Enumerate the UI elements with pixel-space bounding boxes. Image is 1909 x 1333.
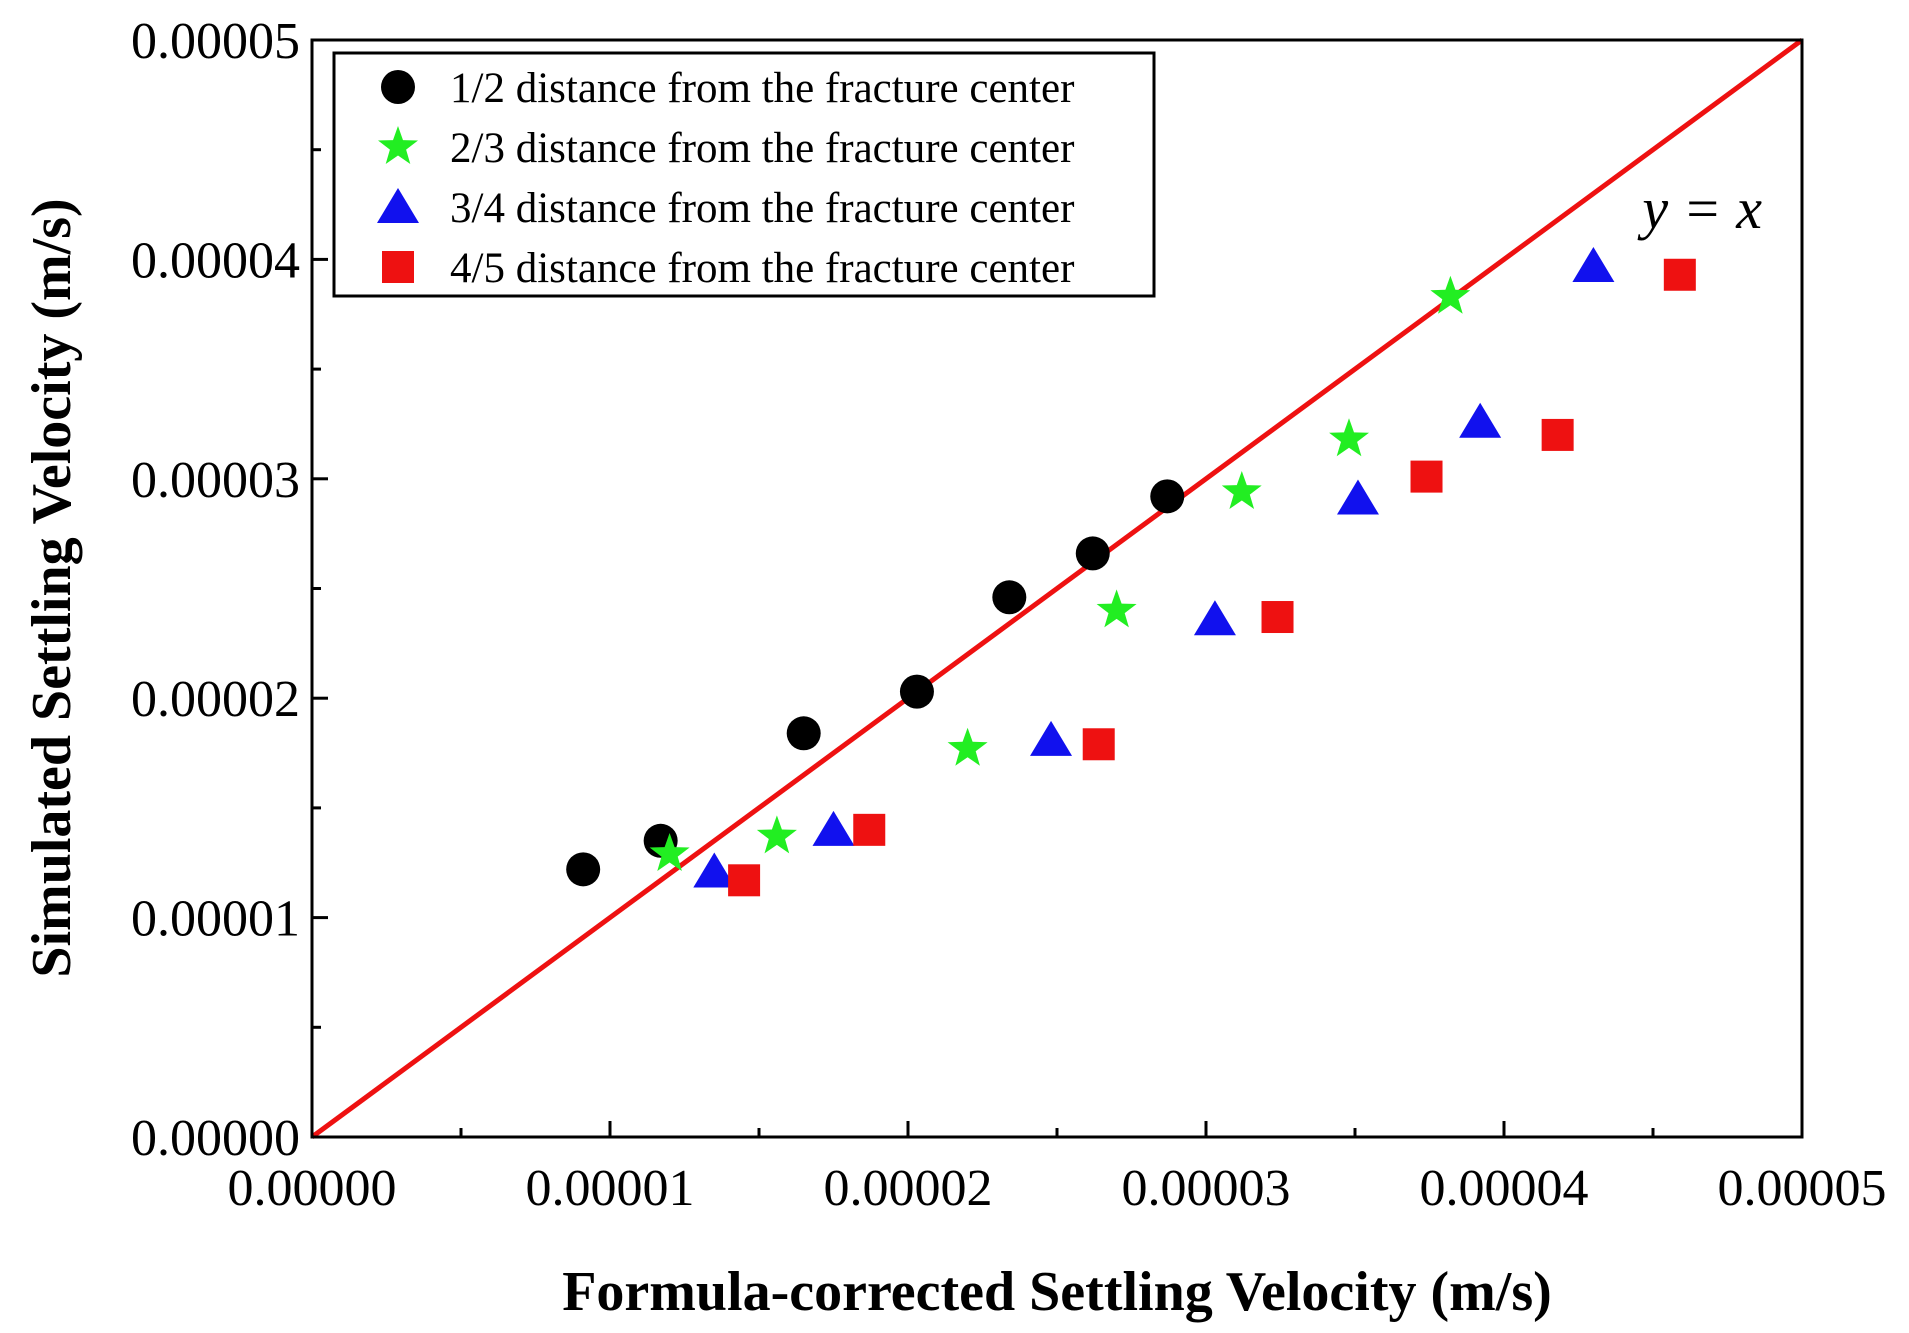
legend-marker-star xyxy=(378,126,418,164)
x-tick-label: 0.00005 xyxy=(1718,1160,1887,1217)
data-point-square xyxy=(1082,728,1115,761)
legend-label: 1/2 distance from the fracture center xyxy=(450,65,1074,112)
plot-area-frame xyxy=(310,38,1804,1139)
data-point-triangle xyxy=(1572,246,1615,282)
data-point-square xyxy=(853,813,886,846)
series-2 xyxy=(649,275,1471,871)
y-tick-label: 0.00004 xyxy=(131,232,300,289)
data-point-triangle xyxy=(1030,720,1073,756)
data-point-triangle xyxy=(1459,402,1502,438)
data-point-star xyxy=(947,727,988,766)
reference-line-y-eq-x xyxy=(310,37,1804,1140)
data-point-square xyxy=(1261,601,1294,634)
data-point-circle xyxy=(992,580,1027,615)
data-point-square xyxy=(1541,418,1574,451)
data-point-square xyxy=(1410,460,1443,493)
data-point-star xyxy=(1096,589,1137,628)
data-point-star xyxy=(1329,418,1369,457)
x-tick-label: 0.00003 xyxy=(1122,1160,1291,1217)
legend: 1/2 distance from the fracture center 2/3… xyxy=(332,51,1156,298)
data-point-circle xyxy=(1075,536,1110,571)
data-point-circle xyxy=(899,674,934,709)
legend-marker-triangle xyxy=(377,188,419,223)
legend-label: 2/3 distance from the fracture center xyxy=(450,125,1074,172)
y-tick-label: 0.00001 xyxy=(131,891,300,948)
x-tick-label: 0.00004 xyxy=(1420,1160,1589,1217)
data-point-star xyxy=(649,833,690,871)
data-point-circle xyxy=(786,716,821,751)
y-tick-label: 0.00005 xyxy=(131,13,300,70)
data-point-triangle xyxy=(1193,600,1236,636)
y-tick-label: 0.00003 xyxy=(131,452,300,509)
reference-line-label: y = x xyxy=(1637,176,1762,241)
legend-label: 3/4 distance from the fracture center xyxy=(450,185,1074,232)
data-point-star xyxy=(1221,471,1262,509)
data-point-circle xyxy=(1150,479,1185,514)
data-points xyxy=(566,246,1696,897)
data-point-square xyxy=(1663,258,1696,291)
data-point-triangle xyxy=(693,852,736,888)
series-3 xyxy=(693,246,1615,888)
legend-label: 4/5 distance from the fracture center xyxy=(450,245,1074,292)
y-tick-label: 0.00000 xyxy=(131,1110,300,1167)
data-point-triangle xyxy=(812,810,855,846)
x-axis-title: Formula-corrected Settling Velocity (m/s… xyxy=(562,1261,1552,1323)
x-tick-label: 0.00000 xyxy=(228,1160,397,1217)
y-axis-title: Simulated Settling Velocity (m/s) xyxy=(21,198,83,977)
x-tick-label: 0.00002 xyxy=(824,1160,993,1217)
data-point-star xyxy=(756,815,797,854)
data-point-triangle xyxy=(1336,479,1379,515)
y-tick-label: 0.00002 xyxy=(131,671,300,728)
data-point-circle xyxy=(566,852,601,887)
legend-box xyxy=(332,51,1156,298)
data-point-square xyxy=(728,864,761,897)
x-tick-label: 0.00001 xyxy=(526,1160,695,1217)
data-point-star xyxy=(1430,275,1471,314)
series-1 xyxy=(566,479,1185,887)
axis-ticks: 0.00000 0.00001 0.00002 0.00003 0.00004 0.000… xyxy=(131,13,1887,1217)
legend-marker-circle xyxy=(381,70,415,104)
series-4 xyxy=(728,258,1696,897)
reference-line-group xyxy=(310,37,1804,1140)
legend-marker-square xyxy=(382,251,414,283)
